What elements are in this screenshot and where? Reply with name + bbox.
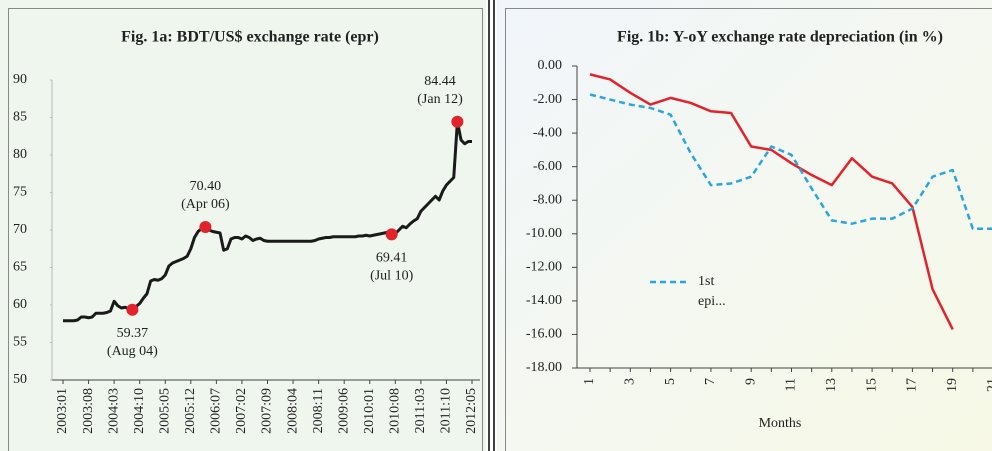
y-tick-label: -8.00 (533, 192, 562, 207)
x-tick-label: 2007:02 (234, 388, 249, 434)
legend-label: 1st epi... (698, 274, 726, 309)
y-tick-label: 90 (13, 72, 27, 87)
y-tick-label: -4.00 (533, 125, 562, 140)
y-tick-label: 50 (13, 372, 27, 387)
x-tick-label: 2005:05 (157, 388, 172, 434)
panel-a (0, 0, 486, 451)
line (589, 93, 992, 230)
y-tick-label: -2.00 (533, 92, 562, 107)
value-label: 59.37 (117, 326, 149, 341)
date-label: (Aug 04) (107, 344, 158, 359)
panel-b (497, 0, 992, 451)
x-tick-label: 15 (864, 378, 879, 392)
y-tick-label: -14.00 (526, 293, 562, 308)
x-tick-label: 2008:04 (285, 388, 300, 434)
value-label: 70.40 (190, 179, 222, 194)
y-tick-label: 80 (13, 147, 27, 162)
y-tick-label: -12.00 (526, 260, 562, 275)
highlight-point (199, 221, 212, 233)
date-label: (Jan 12) (417, 92, 463, 107)
x-tick-label: 19 (945, 378, 960, 392)
y-tick-label: 0.00 (538, 58, 563, 73)
chart-title: Fig. 1b: Y-oY exchange rate depreciation… (617, 29, 943, 46)
value-label: 84.44 (424, 74, 456, 89)
y-tick-label: 70 (13, 222, 27, 237)
x-tick-label: 2003:08 (81, 388, 96, 434)
x-tick-label: 2011:03 (413, 388, 428, 433)
chart-title: Fig. 1a: BDT/US$ exchange rate (epr) (121, 29, 379, 46)
x-tick-label: 11 (784, 378, 799, 391)
y-tick-label: 55 (13, 335, 27, 350)
x-tick-label: 13 (824, 378, 839, 392)
line (589, 73, 954, 330)
x-tick-label: 2004:10 (132, 388, 147, 434)
x-tick-label: 2003:01 (55, 388, 70, 434)
y-tick-label: 85 (13, 110, 27, 125)
x-tick-label: 2010:01 (362, 388, 377, 434)
x-tick-label: 2007:09 (260, 388, 275, 434)
date-label: (Jul 10) (370, 269, 414, 284)
y-tick-label: -16.00 (526, 327, 562, 342)
y-tick-label: 65 (13, 260, 27, 275)
x-tick-label: 2005:12 (183, 388, 198, 434)
x-tick-label: 5 (663, 378, 678, 385)
y-tick-label: -10.00 (526, 226, 562, 241)
x-tick-label: 1 (582, 378, 597, 385)
x-tick-label: 2004:03 (106, 388, 121, 434)
x-tick-label: 3 (623, 378, 638, 385)
value-label: 69.41 (376, 251, 408, 266)
highlight-point (385, 228, 398, 241)
panel-b-frame (505, 8, 992, 451)
highlight-point (451, 115, 464, 128)
x-tick-label: 21 (985, 378, 992, 392)
x-tick-label: 2011:10 (439, 388, 454, 433)
panel-a-frame (8, 8, 483, 451)
y-tick-label: 60 (13, 297, 27, 312)
x-tick-label: 2008:11 (311, 388, 326, 433)
x-tick-label: 7 (703, 378, 718, 385)
x-tick-label: 9 (743, 378, 758, 385)
highlight-point (126, 303, 139, 316)
x-tick-label: 17 (905, 378, 920, 392)
y-tick-label: -18.00 (526, 360, 562, 375)
x-tick-label: 2012:05 (464, 388, 479, 434)
x-tick-label: 2009:06 (336, 388, 351, 434)
x-axis-label: Months (759, 416, 802, 431)
date-label: (Apr 06) (181, 197, 230, 212)
x-tick-label: 2010:08 (388, 388, 403, 434)
x-tick-label: 2006:07 (209, 388, 224, 434)
y-tick-label: -6.00 (533, 159, 562, 174)
y-tick-label: 75 (13, 185, 27, 200)
